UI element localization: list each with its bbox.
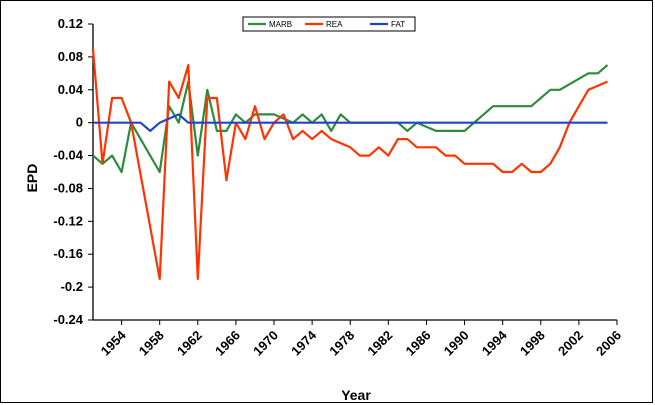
y-tick-label: -0.2: [61, 279, 83, 294]
x-axis-title: Year: [341, 387, 371, 403]
y-tick-label: 0: [76, 115, 83, 130]
x-tick-label: 2002: [555, 328, 586, 359]
x-tick-label: 1958: [136, 328, 167, 359]
legend-label-fat: FAT: [391, 20, 405, 29]
series-layer: [91, 48, 609, 280]
x-tick-label: 1962: [174, 328, 205, 359]
x-tick-label: 1986: [403, 328, 434, 359]
series-line-rea: [91, 48, 608, 280]
y-axis-title: EPD: [24, 164, 40, 193]
series-line-fat: [93, 113, 608, 132]
axis-titles: Year EPD: [24, 164, 371, 403]
y-tick-label: 0.04: [58, 82, 84, 97]
y-tick-label: 0.08: [58, 49, 83, 64]
y-tick-label: 0.12: [58, 16, 83, 31]
y-tick-label: -0.04: [53, 148, 83, 163]
series-line-marb: [92, 64, 609, 174]
x-tick-label: 1982: [364, 328, 395, 359]
y-tick-label: -0.16: [53, 246, 83, 261]
legend-box: [242, 16, 416, 32]
y-tick-label: -0.24: [53, 312, 83, 327]
legend-label-rea: REA: [326, 20, 343, 29]
axes: 0.12 0.08 0.04 0 -0.04 -0.08 -0.12 -0.16 -0.2 -0.…: [53, 16, 624, 359]
x-tick-label: 1994: [479, 327, 511, 359]
legend-label-marb: MARB: [269, 20, 292, 29]
x-tick-label: 1978: [326, 328, 357, 359]
x-tick-label: 1966: [212, 328, 243, 359]
legend: MARB REA FAT: [242, 16, 416, 32]
y-tick-label: -0.12: [53, 213, 83, 228]
y-tick-label: -0.08: [53, 180, 83, 195]
x-tick-label: 1990: [441, 328, 472, 359]
x-tick-label: 2006: [593, 328, 624, 359]
x-tick-label: 1970: [250, 328, 281, 359]
x-tick-label: 1954: [98, 327, 130, 359]
x-tick-label: 1998: [517, 328, 548, 359]
x-tick-label: 1974: [288, 327, 320, 359]
